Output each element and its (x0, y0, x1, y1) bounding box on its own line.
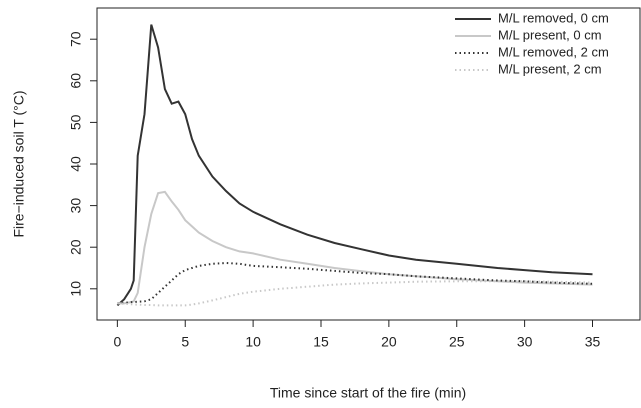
series-line (116, 24, 593, 307)
x-tick-label: 0 (113, 334, 121, 350)
y-tick-label: 40 (68, 156, 84, 172)
x-tick-label: 30 (517, 334, 533, 350)
x-tick-label: 20 (381, 334, 397, 350)
y-tick-label: 70 (68, 31, 84, 47)
x-tick-label: 10 (245, 334, 261, 350)
x-axis-label: Time since start of the fire (min) (270, 385, 466, 401)
legend-label: M/L present, 2 cm (498, 61, 602, 76)
y-tick-label: 20 (68, 239, 84, 255)
x-tick-label: 15 (313, 334, 329, 350)
y-tick-label: 60 (68, 73, 84, 89)
y-tick-label: 30 (68, 198, 84, 214)
x-tick-label: 25 (449, 334, 465, 350)
y-tick-label: 10 (68, 281, 84, 297)
legend: M/L removed, 0 cm M/L present, 0 cm M/L re… (455, 10, 609, 76)
series-line (117, 261, 593, 305)
legend-label: M/L removed, 0 cm (498, 10, 609, 25)
legend-label: M/L present, 0 cm (498, 27, 602, 42)
legend-label: M/L removed, 2 cm (498, 44, 609, 59)
series-line (117, 280, 593, 307)
y-axis-label: Fire−induced soil T (°C) (11, 90, 27, 237)
x-tick-label: 5 (181, 334, 189, 350)
x-tick-label: 35 (585, 334, 601, 350)
y-tick-label: 50 (68, 114, 84, 130)
